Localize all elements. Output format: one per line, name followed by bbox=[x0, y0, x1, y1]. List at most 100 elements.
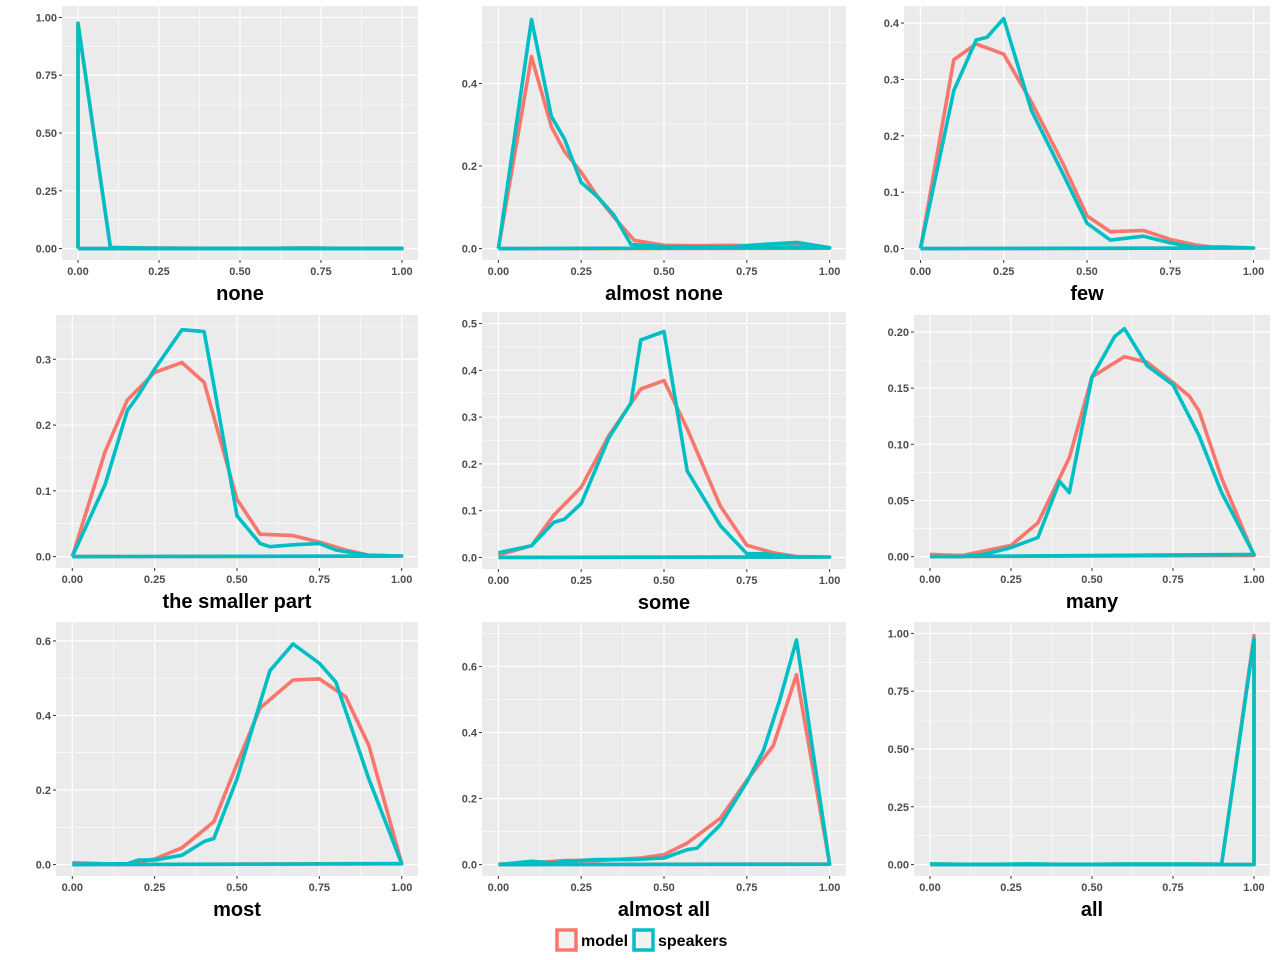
y-tick-label: 0.2 bbox=[36, 785, 51, 797]
x-tick-label: 0.25 bbox=[148, 266, 169, 278]
y-tick-label: 1.00 bbox=[36, 12, 57, 24]
series-line-speakers bbox=[918, 16, 1256, 251]
x-tick-label: 0.50 bbox=[653, 882, 674, 894]
y-tick-label: 0.5 bbox=[462, 319, 477, 331]
x-tick-label: 1.00 bbox=[391, 882, 412, 894]
x-tick-label: 0.00 bbox=[67, 266, 88, 278]
x-tick-label: 0.25 bbox=[570, 575, 591, 587]
y-tick-label: 0.75 bbox=[36, 70, 57, 82]
y-tick-label: 0.4 bbox=[884, 18, 900, 30]
y-tick-label: 0.50 bbox=[888, 744, 909, 756]
series-line-speakers bbox=[496, 17, 832, 251]
facet-panel-3: 0.00 0.25 0.50 0.75 1.00 0.0 0.1 0.2 0.3 the smal… bbox=[36, 315, 418, 613]
facet-title: few bbox=[1070, 283, 1104, 305]
x-tick-label: 1.00 bbox=[819, 266, 840, 278]
series-line-speakers bbox=[929, 637, 1256, 867]
x-tick-label: 0.00 bbox=[910, 266, 931, 278]
y-tick-label: 0.75 bbox=[888, 686, 909, 698]
y-tick-label: 0.2 bbox=[462, 161, 477, 173]
facet-title: almost all bbox=[618, 899, 710, 921]
facet-panel-5: 0.00 0.25 0.50 0.75 1.00 0.00 0.05 0.10 0.15 0.20… bbox=[888, 315, 1270, 613]
facet-panel-6: 0.00 0.25 0.50 0.75 1.00 0.0 0.2 0.4 0.6 most bbox=[36, 622, 418, 921]
series-line-speakers bbox=[929, 326, 1256, 559]
y-tick-label: 0.2 bbox=[462, 459, 477, 471]
legend-key-speakers bbox=[632, 928, 655, 952]
x-tick-label: 0.25 bbox=[1000, 882, 1021, 894]
legend-key-model bbox=[555, 928, 578, 952]
facet-title: almost none bbox=[605, 283, 723, 305]
y-tick-label: 0.4 bbox=[36, 710, 52, 722]
x-tick-label: 0.75 bbox=[310, 266, 331, 278]
x-tick-label: 0.50 bbox=[1081, 882, 1102, 894]
y-tick-label: 0.6 bbox=[36, 636, 51, 648]
facet-title: none bbox=[216, 283, 264, 305]
y-tick-label: 0.25 bbox=[36, 186, 57, 198]
facet-panel-7: 0.00 0.25 0.50 0.75 1.00 0.0 0.2 0.4 0.6 almost a… bbox=[462, 622, 846, 921]
y-tick-label: 0.1 bbox=[462, 506, 477, 518]
x-tick-label: 1.00 bbox=[819, 575, 840, 587]
y-tick-label: 0.0 bbox=[462, 244, 477, 256]
x-tick-label: 0.00 bbox=[919, 882, 940, 894]
y-tick-label: 0.50 bbox=[36, 128, 57, 140]
x-tick-label: 0.00 bbox=[488, 882, 509, 894]
x-tick-label: 0.25 bbox=[993, 266, 1014, 278]
y-tick-label: 0.4 bbox=[462, 727, 478, 739]
x-tick-label: 0.75 bbox=[736, 882, 757, 894]
x-tick-label: 1.00 bbox=[819, 882, 840, 894]
legend: model speakers bbox=[555, 928, 727, 952]
facet-panel-0: 0.00 0.25 0.50 0.75 1.00 0.00 0.25 0.50 0.75 1.00… bbox=[36, 6, 418, 305]
series-line-speakers bbox=[72, 642, 404, 867]
x-tick-label: 0.50 bbox=[226, 882, 247, 894]
x-tick-label: 0.50 bbox=[653, 575, 674, 587]
x-tick-label: 1.00 bbox=[391, 574, 412, 586]
legend-label-speakers: speakers bbox=[658, 933, 727, 950]
y-tick-label: 0.00 bbox=[888, 860, 909, 872]
x-tick-label: 1.00 bbox=[1243, 266, 1264, 278]
x-tick-label: 0.50 bbox=[229, 266, 250, 278]
x-tick-label: 0.00 bbox=[919, 574, 940, 586]
y-tick-label: 0.0 bbox=[884, 244, 899, 256]
y-tick-label: 0.00 bbox=[888, 552, 909, 564]
x-tick-label: 0.75 bbox=[309, 882, 330, 894]
y-tick-label: 0.2 bbox=[36, 420, 51, 432]
y-tick-label: 0.0 bbox=[36, 552, 51, 564]
y-tick-label: 1.00 bbox=[888, 628, 909, 640]
series-line-model bbox=[929, 354, 1256, 559]
x-tick-label: 0.75 bbox=[1162, 882, 1183, 894]
x-tick-label: 0.25 bbox=[144, 574, 165, 586]
facet-panel-2: 0.00 0.25 0.50 0.75 1.00 0.0 0.1 0.2 0.3 0.4 few bbox=[884, 6, 1270, 305]
y-tick-label: 0.00 bbox=[36, 244, 57, 256]
y-tick-label: 0.3 bbox=[462, 412, 477, 424]
x-tick-label: 0.00 bbox=[62, 574, 83, 586]
y-tick-label: 0.25 bbox=[888, 802, 909, 814]
facet-title: the smaller part bbox=[163, 591, 312, 613]
x-tick-label: 0.50 bbox=[1076, 266, 1097, 278]
y-tick-label: 0.20 bbox=[888, 327, 909, 339]
y-tick-label: 0.0 bbox=[36, 860, 51, 872]
x-tick-label: 1.00 bbox=[391, 266, 412, 278]
x-tick-label: 0.25 bbox=[1000, 574, 1021, 586]
y-tick-label: 0.3 bbox=[36, 354, 51, 366]
x-tick-label: 0.00 bbox=[488, 575, 509, 587]
y-tick-label: 0.0 bbox=[462, 860, 477, 872]
y-tick-label: 0.4 bbox=[462, 78, 478, 90]
x-tick-label: 1.00 bbox=[1243, 574, 1264, 586]
y-tick-label: 0.1 bbox=[36, 486, 51, 498]
x-tick-label: 1.00 bbox=[1243, 882, 1264, 894]
y-tick-label: 0.15 bbox=[888, 383, 909, 395]
facet-title: many bbox=[1066, 591, 1119, 613]
y-tick-label: 0.10 bbox=[888, 439, 909, 451]
facet-panel-4: 0.00 0.25 0.50 0.75 1.00 0.0 0.1 0.2 0.3 0.4 0.5 so… bbox=[462, 312, 846, 614]
y-tick-label: 0.3 bbox=[884, 74, 899, 86]
x-tick-label: 0.50 bbox=[653, 266, 674, 278]
y-tick-label: 0.2 bbox=[884, 131, 899, 143]
y-tick-label: 0.6 bbox=[462, 661, 477, 673]
x-tick-label: 0.50 bbox=[226, 574, 247, 586]
series-line-speakers bbox=[76, 21, 404, 251]
x-tick-label: 0.75 bbox=[1162, 574, 1183, 586]
x-tick-label: 0.25 bbox=[570, 882, 591, 894]
series-line-speakers bbox=[498, 638, 832, 867]
series-line-speakers bbox=[70, 327, 404, 559]
x-tick-label: 0.75 bbox=[736, 266, 757, 278]
